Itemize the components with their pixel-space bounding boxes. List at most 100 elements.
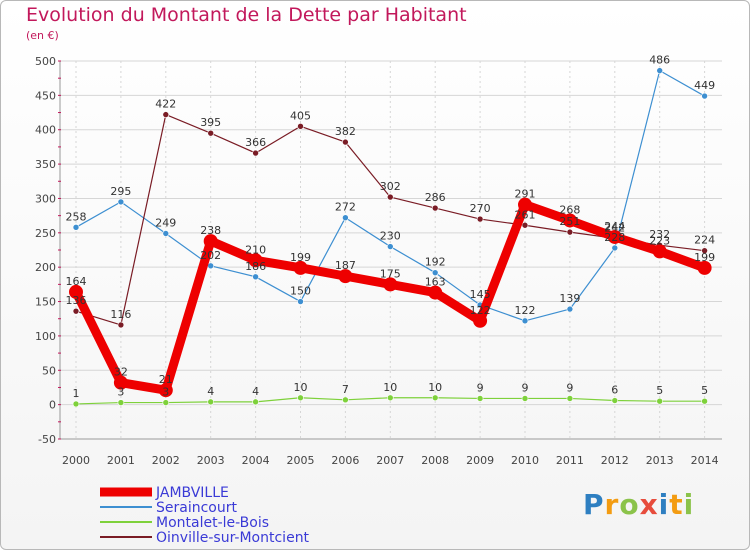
data-label: 164	[66, 275, 87, 288]
logo-letter: t	[669, 488, 684, 521]
data-point	[431, 269, 439, 276]
data-label: 258	[66, 210, 87, 223]
data-point	[248, 253, 263, 268]
data-label: 251	[559, 215, 580, 228]
data-point	[338, 269, 353, 284]
data-point	[566, 228, 574, 236]
data-label: 10	[428, 381, 442, 394]
data-point	[297, 298, 304, 305]
y-tick-label: 0	[49, 399, 56, 412]
y-tick-label: 50	[42, 364, 56, 377]
x-tick-label: 2000	[62, 454, 90, 467]
data-point	[697, 260, 712, 275]
data-point	[162, 399, 170, 406]
data-label: 449	[694, 79, 715, 92]
data-label: 268	[559, 203, 580, 216]
unit-label: (en €)	[26, 29, 59, 42]
data-label: 7	[342, 383, 349, 396]
x-tick-label: 2010	[511, 454, 539, 467]
data-point	[342, 396, 349, 404]
data-point	[386, 394, 394, 402]
y-tick-label: 400	[35, 124, 56, 137]
data-label: 244	[604, 220, 625, 233]
logo-letter: P	[583, 488, 605, 521]
legend-label: Montalet-le-Bois	[156, 515, 269, 531]
data-label: 9	[566, 381, 573, 394]
data-point	[113, 375, 128, 390]
data-label: 5	[656, 384, 663, 397]
y-tick-label: 500	[35, 55, 56, 68]
data-point	[607, 229, 622, 244]
data-label: 145	[470, 288, 491, 301]
data-point	[611, 244, 619, 252]
data-label: 3	[162, 386, 169, 399]
data-point	[252, 398, 259, 406]
data-label: 249	[155, 217, 176, 230]
data-label: 224	[694, 234, 715, 247]
data-point	[69, 284, 83, 299]
legend-label: Oinville-sur-Montcient	[156, 530, 310, 546]
data-label: 163	[425, 276, 446, 289]
data-point	[297, 122, 304, 130]
data-label: 192	[425, 256, 446, 269]
data-point	[342, 138, 349, 146]
data-label: 230	[380, 230, 401, 243]
data-point	[293, 260, 308, 275]
data-point	[207, 398, 214, 406]
data-label: 9	[477, 381, 484, 394]
data-point	[428, 285, 443, 300]
data-label: 202	[200, 249, 221, 262]
data-point	[476, 395, 484, 402]
data-label: 405	[290, 109, 311, 122]
data-label: 486	[649, 54, 670, 67]
data-label: 291	[515, 188, 536, 201]
x-tick-label: 2005	[287, 454, 315, 467]
x-tick-label: 2009	[466, 454, 494, 467]
data-point	[656, 397, 664, 405]
x-tick-label: 2013	[646, 454, 674, 467]
data-point	[297, 394, 304, 402]
data-point	[652, 244, 667, 259]
data-point	[383, 277, 398, 292]
data-label: 10	[294, 381, 308, 394]
data-label: 238	[200, 224, 221, 237]
data-label: 175	[380, 267, 401, 280]
y-tick-label: 300	[35, 192, 56, 205]
data-point	[431, 204, 439, 212]
data-label: 21	[159, 373, 173, 386]
data-label: 422	[155, 98, 176, 111]
data-label: 187	[335, 259, 356, 272]
data-point	[117, 198, 125, 206]
data-point	[158, 383, 173, 398]
y-tick-label: 450	[35, 89, 56, 102]
data-label: 5	[701, 384, 708, 397]
logo-letter: i	[658, 488, 670, 521]
x-tick-label: 2004	[242, 454, 270, 467]
data-point	[518, 197, 532, 212]
data-label: 4	[252, 385, 259, 398]
data-point	[476, 215, 484, 223]
x-tick-label: 2008	[421, 454, 449, 467]
data-label: 6	[611, 384, 618, 397]
data-label: 295	[110, 185, 131, 198]
x-tick-label: 2001	[107, 454, 135, 467]
data-label: 366	[245, 136, 266, 149]
legend-label: JAMBVILLE	[155, 485, 229, 501]
x-tick-label: 2002	[152, 454, 180, 467]
y-tick-label: 250	[35, 227, 56, 240]
data-label: 382	[335, 125, 356, 138]
data-point	[117, 399, 125, 406]
data-point	[207, 129, 214, 137]
x-tick-label: 2006	[331, 454, 359, 467]
legend-label: Seraincourt	[156, 500, 237, 516]
data-point	[72, 307, 80, 315]
data-label: 116	[110, 308, 131, 321]
x-tick-label: 2014	[691, 454, 719, 467]
data-label: 261	[515, 208, 536, 221]
logo-letter: r	[604, 488, 620, 521]
data-point	[342, 214, 349, 221]
x-tick-label: 2012	[601, 454, 629, 467]
data-label: 232	[649, 228, 670, 241]
data-point	[162, 111, 170, 118]
x-tick-label: 2011	[556, 454, 584, 467]
